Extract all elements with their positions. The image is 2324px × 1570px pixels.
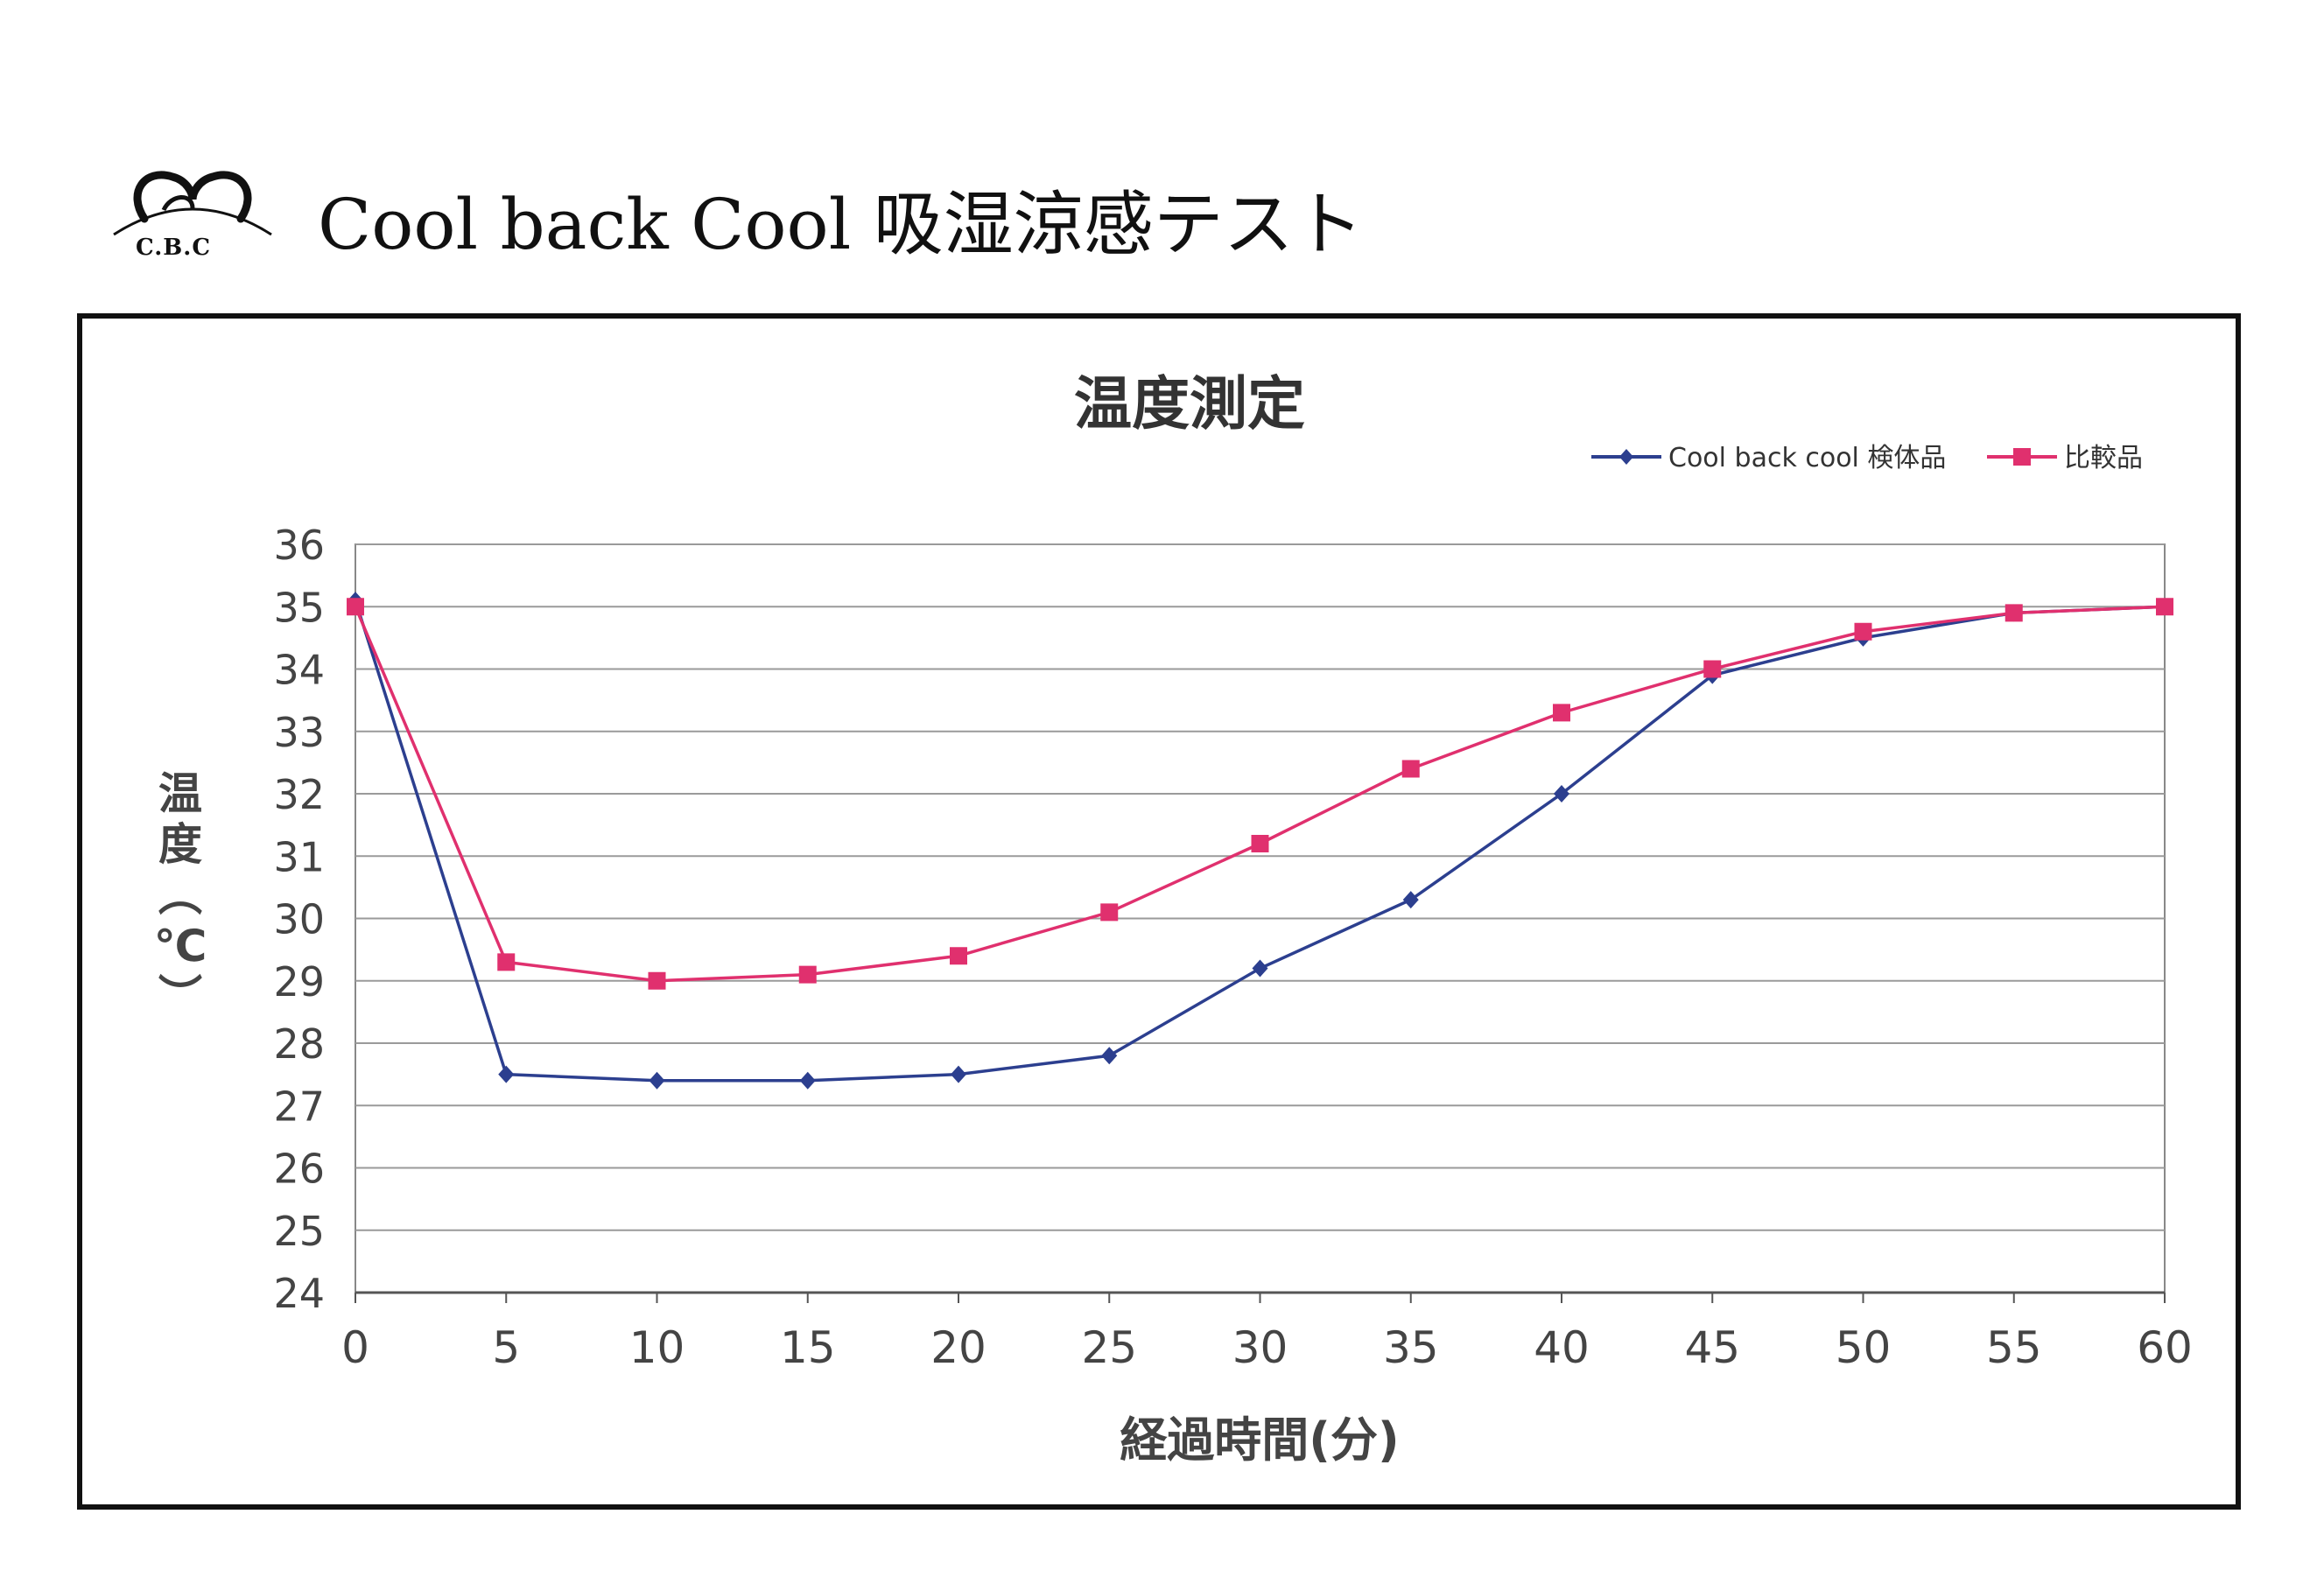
series-2-point	[2005, 604, 2023, 622]
cbc-logo: C.B.C	[109, 158, 276, 263]
x-tick-label: 60	[2137, 1322, 2193, 1373]
y-tick-label: 27	[273, 1083, 325, 1130]
x-tick-label: 20	[930, 1322, 986, 1373]
chart-frame: 24 25 26 27 28 29 30 31 32 33 34 35 36 0 5 10 15 20 25 30 35…	[77, 313, 2241, 1510]
series-1-point	[1101, 1047, 1118, 1065]
x-tick-label: 55	[1986, 1322, 2042, 1373]
y-axis-label-char: 温	[158, 768, 202, 819]
series-1-point	[799, 1071, 816, 1090]
series-2-point	[1703, 660, 1722, 678]
logo-text: C.B.C	[136, 235, 212, 261]
y-tick-label: 32	[273, 771, 325, 818]
legend-label-2: 比較品	[2064, 443, 2143, 473]
y-tick-label: 34	[273, 647, 325, 694]
series-1-point	[498, 1065, 515, 1083]
x-tick-label: 15	[780, 1322, 836, 1373]
y-tick-label: 36	[273, 522, 325, 569]
page-header: C.B.C Cool back Cool 吸湿涼感テスト	[109, 149, 1597, 265]
legend-label-1: Cool back cool 検体品	[1668, 443, 1946, 473]
y-axis-label-char: ︵	[158, 870, 202, 921]
logo-mark-icon	[113, 171, 272, 236]
legend-marker-1	[1619, 449, 1633, 465]
x-tick-label: 30	[1232, 1322, 1288, 1373]
series-1-point	[1554, 785, 1569, 803]
x-tick-label: 40	[1534, 1322, 1590, 1373]
x-tick-label: 10	[629, 1322, 685, 1373]
x-tick-label: 45	[1684, 1322, 1740, 1373]
series-2-point	[1251, 835, 1269, 852]
x-tick-label: 5	[492, 1322, 520, 1373]
series-2-point	[2156, 598, 2173, 616]
y-axis-label-char: ︶	[158, 971, 202, 1022]
series-1-point	[1402, 891, 1419, 909]
series-2-point	[950, 947, 967, 965]
chart-title: 温度測定	[1074, 370, 1305, 438]
x-tick-label: 35	[1383, 1322, 1439, 1373]
y-tick-label: 24	[273, 1270, 325, 1317]
y-tick-label: 26	[273, 1146, 325, 1193]
legend-marker-2	[2013, 448, 2031, 466]
series-2-point	[497, 953, 516, 971]
x-axis-label: 経過時間(分)	[1120, 1412, 1399, 1468]
x-tick-label: 0	[341, 1322, 369, 1373]
page-title: Cool back Cool 吸湿涼感テスト	[318, 184, 1364, 265]
y-tick-label: 30	[273, 896, 325, 943]
y-axis-label-char: ℃	[154, 921, 207, 971]
series-1-point	[1252, 959, 1268, 978]
y-tick-label: 28	[273, 1020, 325, 1068]
series-2-point	[1854, 622, 1872, 641]
y-tick-label: 35	[273, 584, 325, 631]
y-tick-label: 29	[273, 958, 325, 1006]
y-tick-label: 25	[273, 1208, 325, 1255]
series-2-point	[1553, 704, 1570, 722]
y-tick-label: 31	[273, 833, 325, 880]
series-2-point	[648, 971, 666, 990]
series-1-point	[951, 1065, 966, 1083]
series-1-point	[649, 1071, 665, 1090]
series-2-point	[347, 598, 364, 616]
x-tick-label: 25	[1081, 1322, 1137, 1373]
y-tick-label: 33	[273, 709, 325, 756]
series-2-point	[1100, 903, 1119, 922]
series-2-point	[1401, 760, 1420, 778]
temperature-chart: 24 25 26 27 28 29 30 31 32 33 34 35 36 0 5 10 15 20 25 30 35…	[154, 370, 2193, 1468]
series-2-point	[798, 965, 817, 984]
y-axis-label-char: 度	[158, 819, 202, 870]
x-tick-label: 50	[1836, 1322, 1892, 1373]
